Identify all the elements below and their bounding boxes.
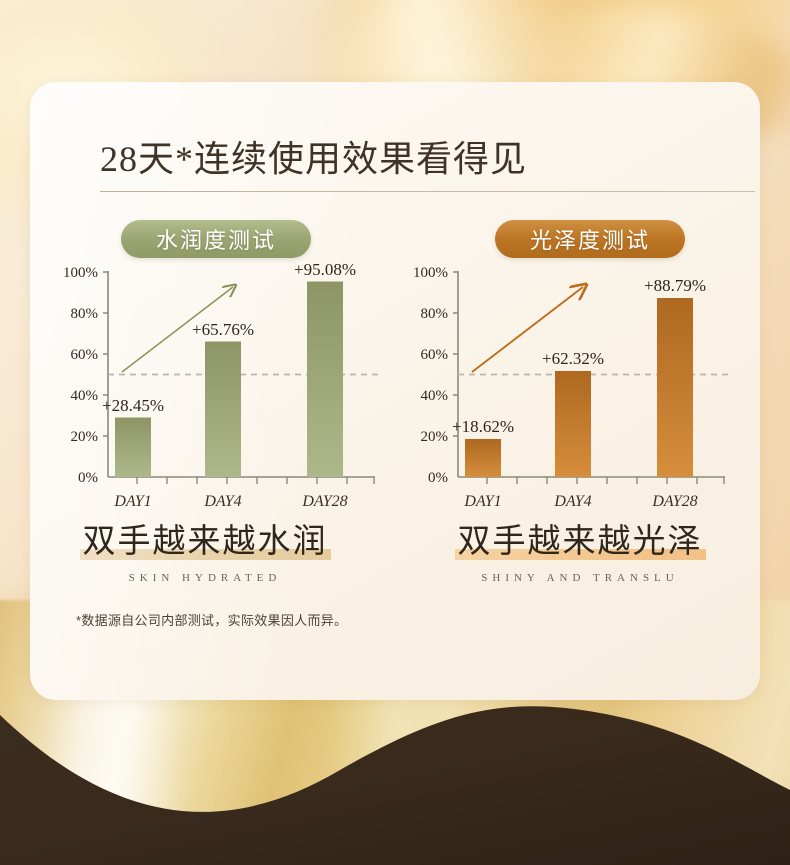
result-gloss-cn: 双手越来越光泽 xyxy=(457,524,703,560)
y-tick-60: 60% xyxy=(421,347,449,363)
bar-label-day28: +95.08% xyxy=(294,260,356,279)
bar-label-day28: +88.79% xyxy=(644,276,706,295)
title-divider xyxy=(100,191,755,192)
badge-hydration-test: 水润度测试 xyxy=(121,220,311,258)
y-tick-40: 40% xyxy=(421,388,449,404)
x-label-day1: DAY1 xyxy=(463,493,501,510)
x-label-day4: DAY4 xyxy=(203,493,241,510)
chart-gloss: 100% 80% 60% 40% 20% 0% +18.62% +62.3 xyxy=(390,260,740,520)
highlight-bar-green xyxy=(79,549,331,561)
y-axis-labels: 100% 80% 60% 40% 20% 0% xyxy=(413,265,448,486)
highlight-bar-orange xyxy=(454,549,706,561)
chart-hydration: 100% 80% 60% 40% 20% 0% xyxy=(30,260,380,520)
result-hydration-cn-wrap: 双手越来越水润 xyxy=(79,522,331,562)
badge-gloss-test: 光泽度测试 xyxy=(495,220,685,258)
bar-day1 xyxy=(115,417,151,477)
page-title: 28天*连续使用效果看得见 xyxy=(100,139,528,179)
result-gloss: 双手越来越光泽 SHINY AND TRANSLU xyxy=(400,522,760,584)
y-tick-20: 20% xyxy=(421,429,449,445)
x-label-day4: DAY4 xyxy=(553,493,591,510)
x-label-day28: DAY28 xyxy=(301,493,347,510)
y-tick-0: 0% xyxy=(428,470,448,486)
x-label-day1: DAY1 xyxy=(113,493,151,510)
bar-day4 xyxy=(555,371,591,477)
bar-day28 xyxy=(657,298,693,477)
result-hydration-cn: 双手越来越水润 xyxy=(82,524,328,560)
bar-label-day1: +28.45% xyxy=(102,396,164,415)
bar-day4 xyxy=(205,341,241,477)
y-tick-80: 80% xyxy=(421,306,449,322)
result-hydration-en: SKIN HYDRATED xyxy=(128,572,282,585)
y-tick-20: 20% xyxy=(71,429,99,445)
brown-wave-shape xyxy=(0,706,790,865)
result-gloss-en: SHINY AND TRANSLU xyxy=(481,572,679,585)
x-axis-ticks xyxy=(486,477,725,484)
bar-label-day4: +62.32% xyxy=(542,349,604,368)
trend-arrow-icon xyxy=(471,287,583,373)
trend-arrow-icon xyxy=(121,287,233,373)
bar-label-day1: +18.62% xyxy=(452,417,514,436)
y-tick-60: 60% xyxy=(71,347,99,363)
y-tick-100: 100% xyxy=(63,265,98,281)
y-tick-80: 80% xyxy=(71,306,99,322)
y-tick-40: 40% xyxy=(71,388,99,404)
bar-day28 xyxy=(307,281,343,477)
y-tick-100: 100% xyxy=(413,265,448,281)
bar-label-day4: +65.76% xyxy=(192,320,254,339)
result-hydration: 双手越来越水润 SKIN HYDRATED xyxy=(30,522,385,584)
y-axis-labels: 100% 80% 60% 40% 20% 0% xyxy=(63,265,98,486)
bar-day1 xyxy=(465,439,501,477)
x-axis-ticks xyxy=(136,477,375,484)
x-label-day28: DAY28 xyxy=(651,493,697,510)
result-gloss-cn-wrap: 双手越来越光泽 xyxy=(454,522,706,562)
content-card: 28天*连续使用效果看得见 水润度测试 光泽度测试 100% 80% 60% 4… xyxy=(30,82,760,700)
footnote: *数据源自公司内部测试，实际效果因人而异。 xyxy=(76,613,348,628)
y-tick-0: 0% xyxy=(78,470,98,486)
